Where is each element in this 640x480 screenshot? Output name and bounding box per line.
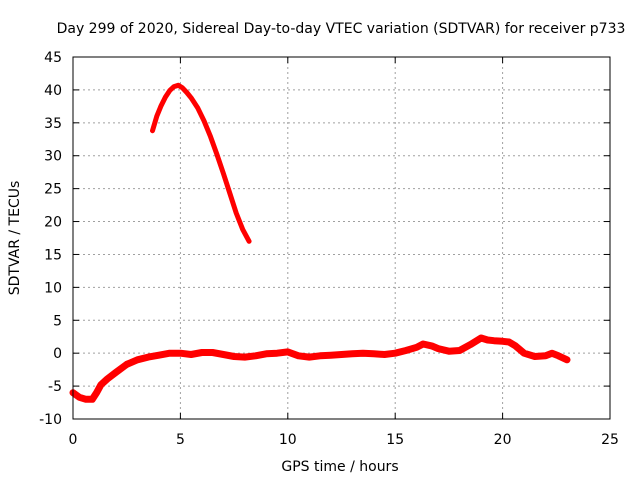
tick-marks: [72, 56, 611, 420]
data-series: [69, 82, 571, 403]
y-tick-label: 35: [44, 116, 62, 132]
y-tick-label: 30: [44, 149, 62, 165]
series-line-high-arc: [150, 82, 252, 244]
y-tick-label: 20: [44, 215, 62, 231]
x-tick-label: 10: [279, 432, 297, 448]
grid: [73, 57, 610, 419]
x-axis-label: GPS time / hours: [281, 459, 398, 475]
y-tick-label: 40: [44, 83, 62, 99]
y-axis-label: SDTVAR / TECUs: [7, 181, 23, 296]
y-tick-label: -10: [39, 412, 62, 428]
y-tick-labels: -10 -5 0 5 10 15 20 25 30 35 40 45: [39, 50, 62, 428]
y-tick-label: 45: [44, 50, 62, 66]
y-tick-label: -5: [48, 379, 62, 395]
chart-title: Day 299 of 2020, Sidereal Day-to-day VTE…: [57, 21, 626, 37]
y-tick-label: 25: [44, 182, 62, 198]
y-tick-label: 15: [44, 247, 62, 263]
series-line-main-trace: [69, 334, 571, 403]
x-tick-labels: 0 5 10 15 20 25: [69, 432, 619, 448]
x-tick-label: 20: [494, 432, 512, 448]
x-tick-label: 5: [176, 432, 185, 448]
x-tick-label: 25: [601, 432, 619, 448]
x-tick-label: 0: [69, 432, 78, 448]
y-tick-label: 0: [53, 346, 62, 362]
y-tick-label: 5: [53, 313, 62, 329]
x-tick-label: 15: [386, 432, 404, 448]
y-tick-label: 10: [44, 280, 62, 296]
plot-frame: [72, 56, 611, 420]
